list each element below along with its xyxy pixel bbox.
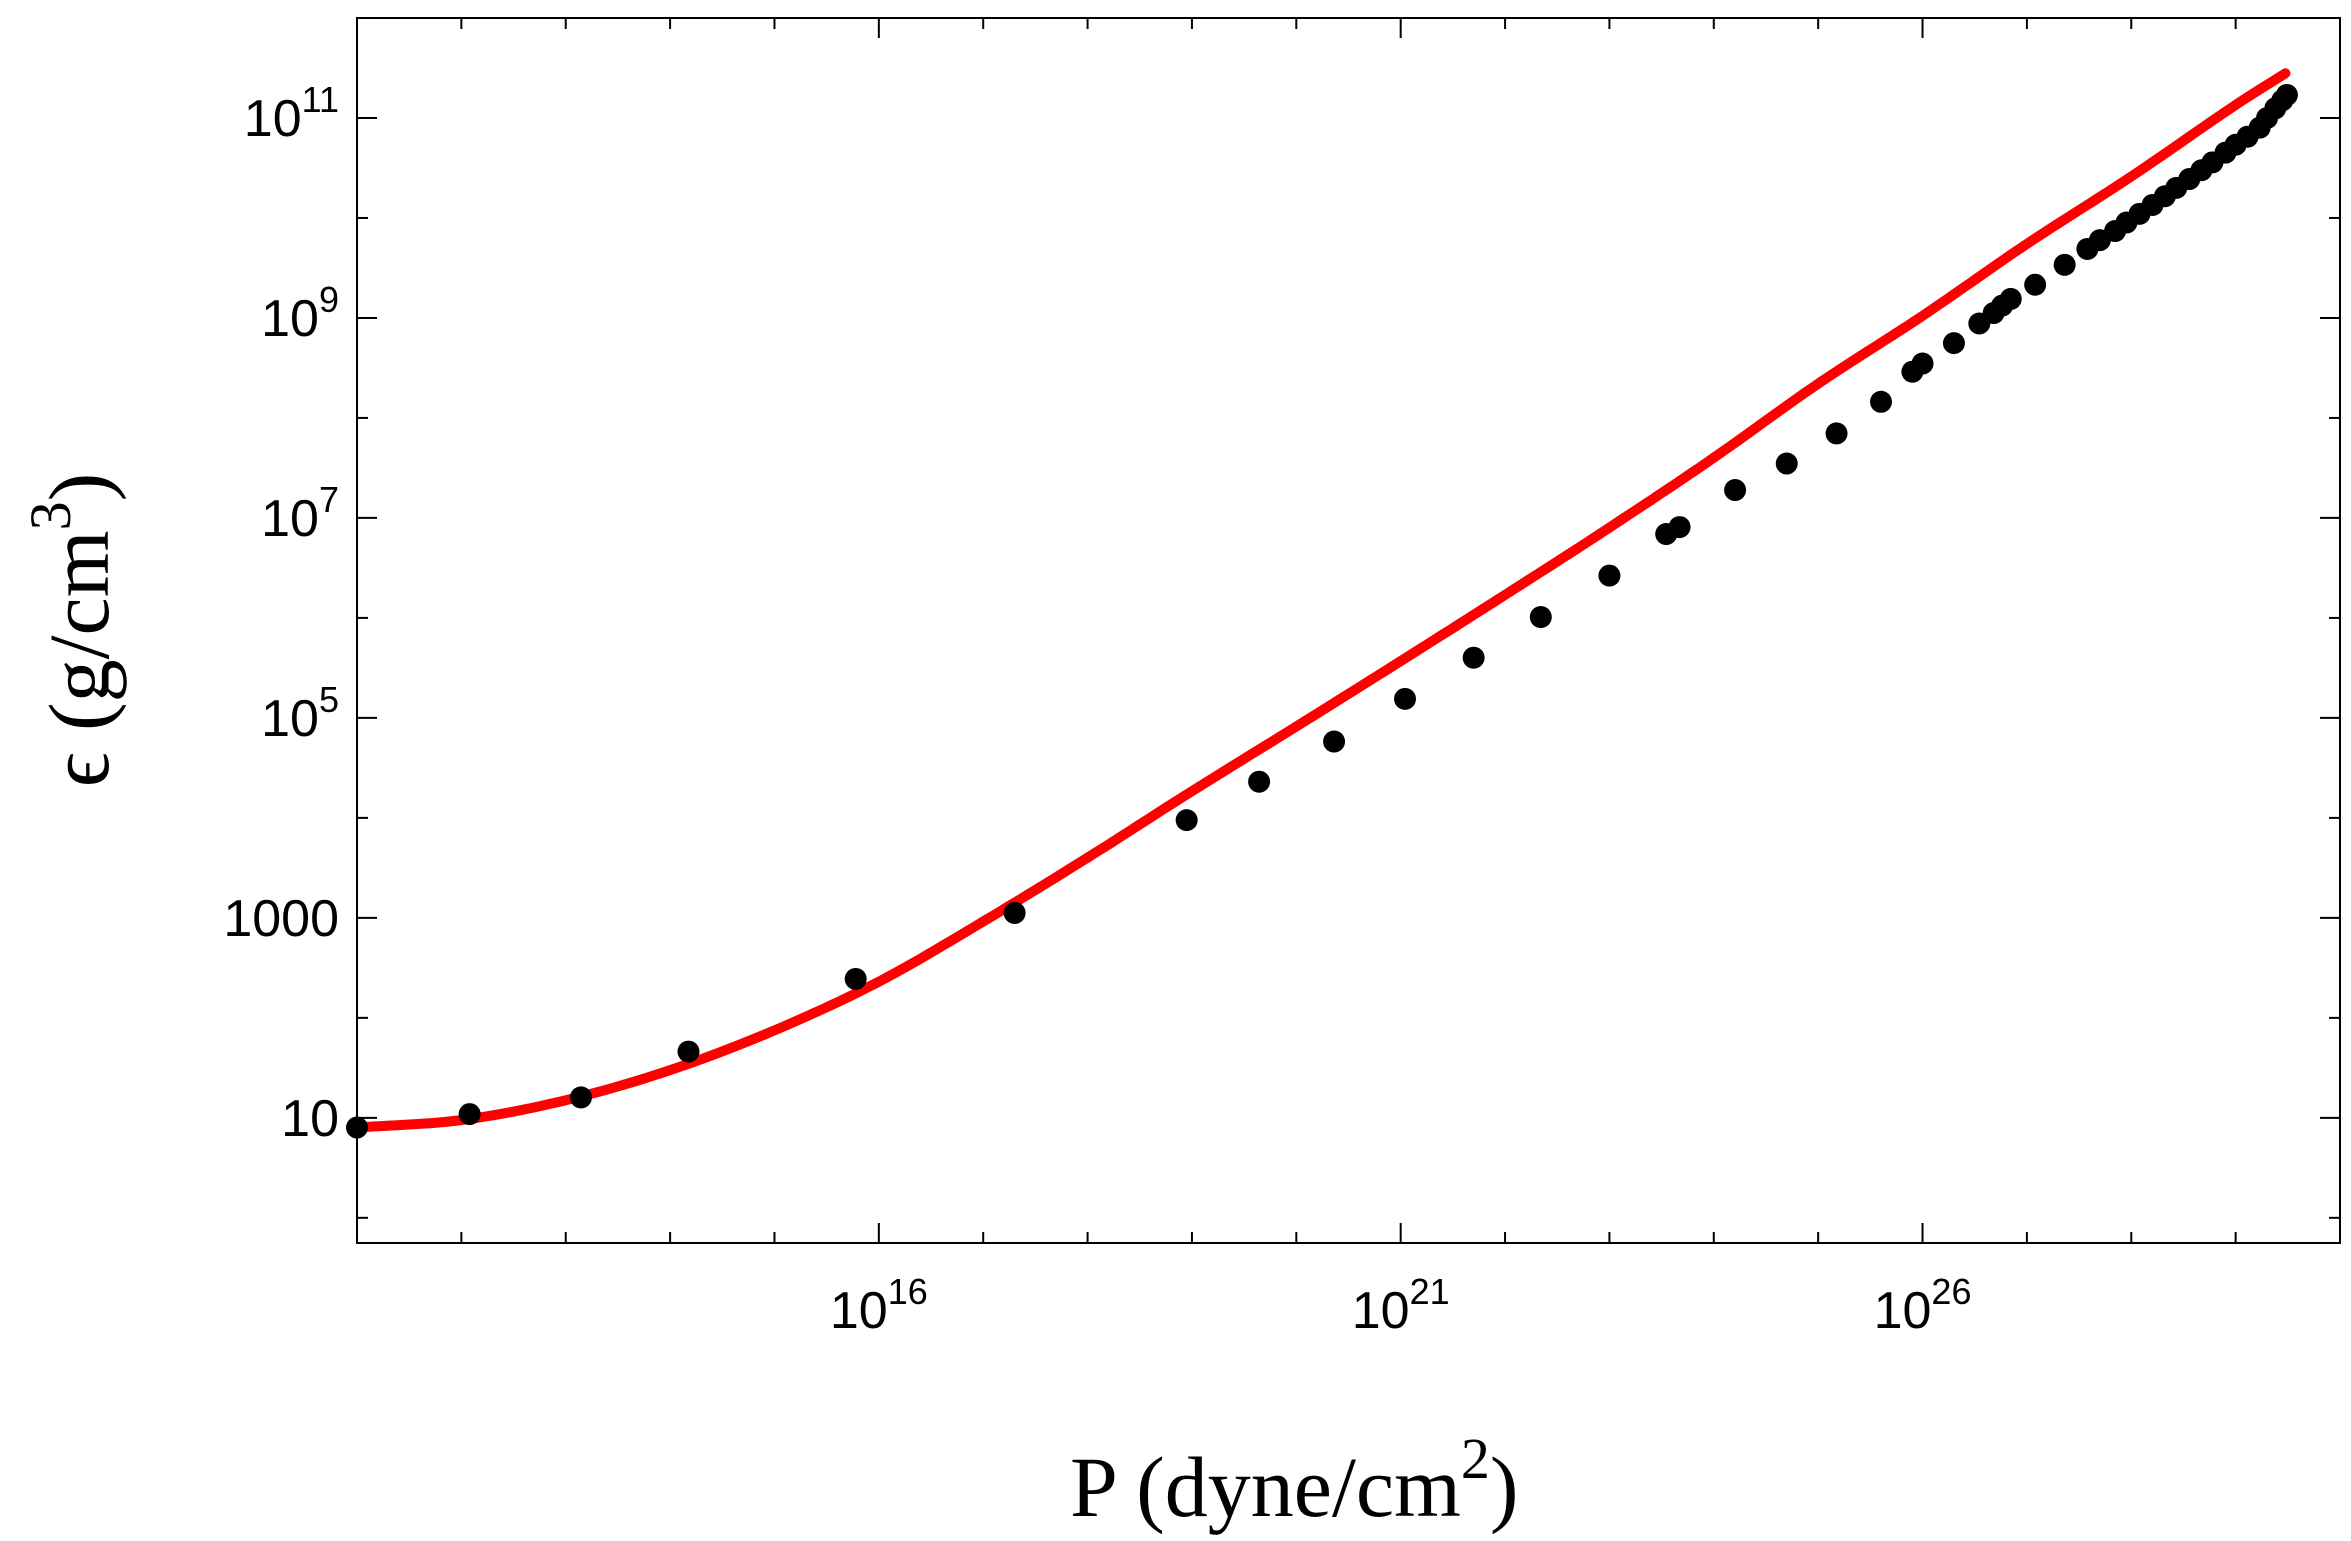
data-point [1394,687,1417,710]
data-point [458,1103,481,1126]
y-tick-label-exp: 9 [319,279,339,320]
data-point [1869,390,1892,413]
x-tick-label-exp: 26 [1931,1271,1971,1312]
data-point [677,1040,700,1063]
data-point [569,1086,592,1109]
y-tick-label: 1000 [223,890,339,948]
x-tick-label: 1021 [1352,1271,1450,1340]
y-tick-label: 107 [261,479,339,548]
data-point [1003,901,1026,924]
data-point [2053,253,2076,276]
major-ticks [357,18,2340,1243]
y-axis-title: ϵ (g/cm3) [18,473,127,788]
x-axis-title: P (dyne/cm2) [1070,1426,1519,1535]
y-tick-label-exp: 11 [302,79,339,120]
data-point [1462,646,1485,669]
data-point [1668,516,1691,539]
x-tick-label-base: 10 [830,1282,888,1340]
y-tick-label-base: 10 [261,490,319,548]
x-tick-labels: 1016 1021 1026 [830,1271,1972,1340]
data-point [1175,809,1198,832]
series-line [352,68,2291,1133]
x-tick-label-base: 10 [1352,1282,1410,1340]
data-point [1323,730,1346,753]
data-point [1724,479,1747,502]
y-tick-label: 105 [261,679,339,748]
series-markers [346,83,2298,1139]
data-point [2275,83,2298,106]
y-axis-title-sup: 3 [18,501,83,530]
y-tick-label-base: 10 [261,690,319,748]
plot-frame [356,17,2341,1244]
y-tick-label: 109 [261,279,339,348]
data-point [1775,452,1798,475]
data-point [1942,332,1965,355]
y-axis-title-tail: ) [31,473,127,502]
y-tick-label-exp: 5 [319,679,339,720]
data-point [1911,352,1934,375]
data-point [1598,564,1621,587]
x-tick-label-exp: 16 [888,1271,928,1312]
x-axis-title-tail: ) [1490,1439,1519,1535]
y-axis-title-main: ϵ (g/cm [31,530,127,787]
x-tick-label-exp: 21 [1410,1271,1450,1312]
x-tick-label-base: 10 [1874,1282,1932,1340]
data-point [2024,273,2047,296]
x-axis-title-sup: 2 [1461,1426,1490,1491]
y-tick-label: 10 [281,1090,339,1148]
data-point [844,967,867,990]
y-tick-label: 1011 [244,79,339,148]
y-tick-label-exp: 7 [319,479,339,520]
y-tick-label-base: 10 [244,90,302,148]
x-axis-title-main: P (dyne/cm [1070,1439,1461,1535]
x-tick-label: 1016 [830,1271,928,1340]
data-point [1248,770,1271,793]
y-tick-label-base: 10 [261,290,319,348]
data-point [1825,422,1848,445]
minor-ticks [357,18,2340,1243]
x-tick-label: 1026 [1874,1271,1972,1340]
data-point [1999,287,2022,310]
data-point [1529,606,1552,629]
data-point [346,1116,368,1139]
